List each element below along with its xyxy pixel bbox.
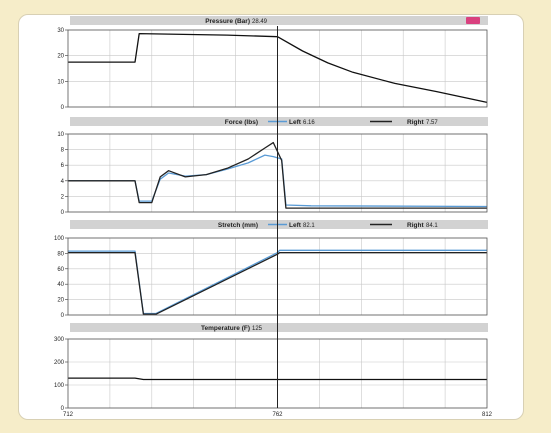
legend-label: Right <box>407 119 424 126</box>
legend-label: Left <box>289 119 302 126</box>
header-badge <box>466 17 480 24</box>
series-line-main <box>68 32 488 104</box>
panel-2: Force (lbs) Left 6.16 Right 7.57 0 2 4 6 8 10 <box>57 117 488 216</box>
panel-title: Temperature (F) <box>201 325 250 332</box>
legend-value: 7.57 <box>426 120 438 126</box>
panel-3: Stretch (mm) Left 82.1 Right 84.1 0 20 40 60 80 10… <box>54 220 488 319</box>
legend-label: Left <box>289 222 302 229</box>
y-tick-label: 10 <box>57 132 64 138</box>
legend-value: 6.16 <box>303 120 315 126</box>
y-tick-label: 4 <box>61 179 65 185</box>
y-tick-label: 6 <box>61 163 65 169</box>
y-tick-label: 8 <box>61 148 65 154</box>
x-tick-label: 812 <box>482 412 493 418</box>
y-tick-label: 20 <box>57 298 64 304</box>
series-line-main <box>68 377 487 381</box>
y-tick-label: 60 <box>57 267 64 273</box>
y-tick-label: 40 <box>57 282 64 288</box>
y-tick-label: 2 <box>61 194 65 200</box>
y-tick-label: 10 <box>57 79 64 85</box>
y-tick-label: 20 <box>57 54 64 60</box>
y-tick-label: 100 <box>54 383 65 389</box>
panel-header-bar <box>70 16 488 25</box>
y-tick-label: 0 <box>61 313 65 319</box>
y-tick-label: 80 <box>57 251 64 257</box>
panel-title: Pressure (Bar) <box>205 18 250 25</box>
y-tick-label: 100 <box>54 236 65 242</box>
legend-value: 84.1 <box>426 223 438 229</box>
panel-header-bar <box>70 323 488 332</box>
x-tick-label: 762 <box>272 412 283 418</box>
y-tick-label: 30 <box>57 28 64 34</box>
panel-1: Pressure (Bar) 28.49 0 10 20 30 <box>57 16 488 111</box>
panel-header-value: 28.49 <box>252 19 268 25</box>
chart-frame <box>18 14 524 420</box>
y-tick-label: 300 <box>54 337 65 343</box>
y-tick-label: 0 <box>61 406 65 412</box>
legend-value: 82.1 <box>303 223 315 229</box>
y-tick-label: 200 <box>54 360 65 366</box>
legend-label: Right <box>407 222 424 229</box>
series-line-right <box>68 251 487 315</box>
y-tick-label: 0 <box>61 105 65 111</box>
panel-4: Temperature (F) 125 0 100 200 300 712 762 812 <box>54 323 493 418</box>
panel-title: Force (lbs) <box>225 119 258 126</box>
panel-header-value: 125 <box>252 326 263 332</box>
panel-title: Stretch (mm) <box>218 222 258 229</box>
series-line-right <box>68 141 487 209</box>
x-tick-label: 712 <box>63 412 74 418</box>
y-tick-label: 0 <box>61 210 65 216</box>
